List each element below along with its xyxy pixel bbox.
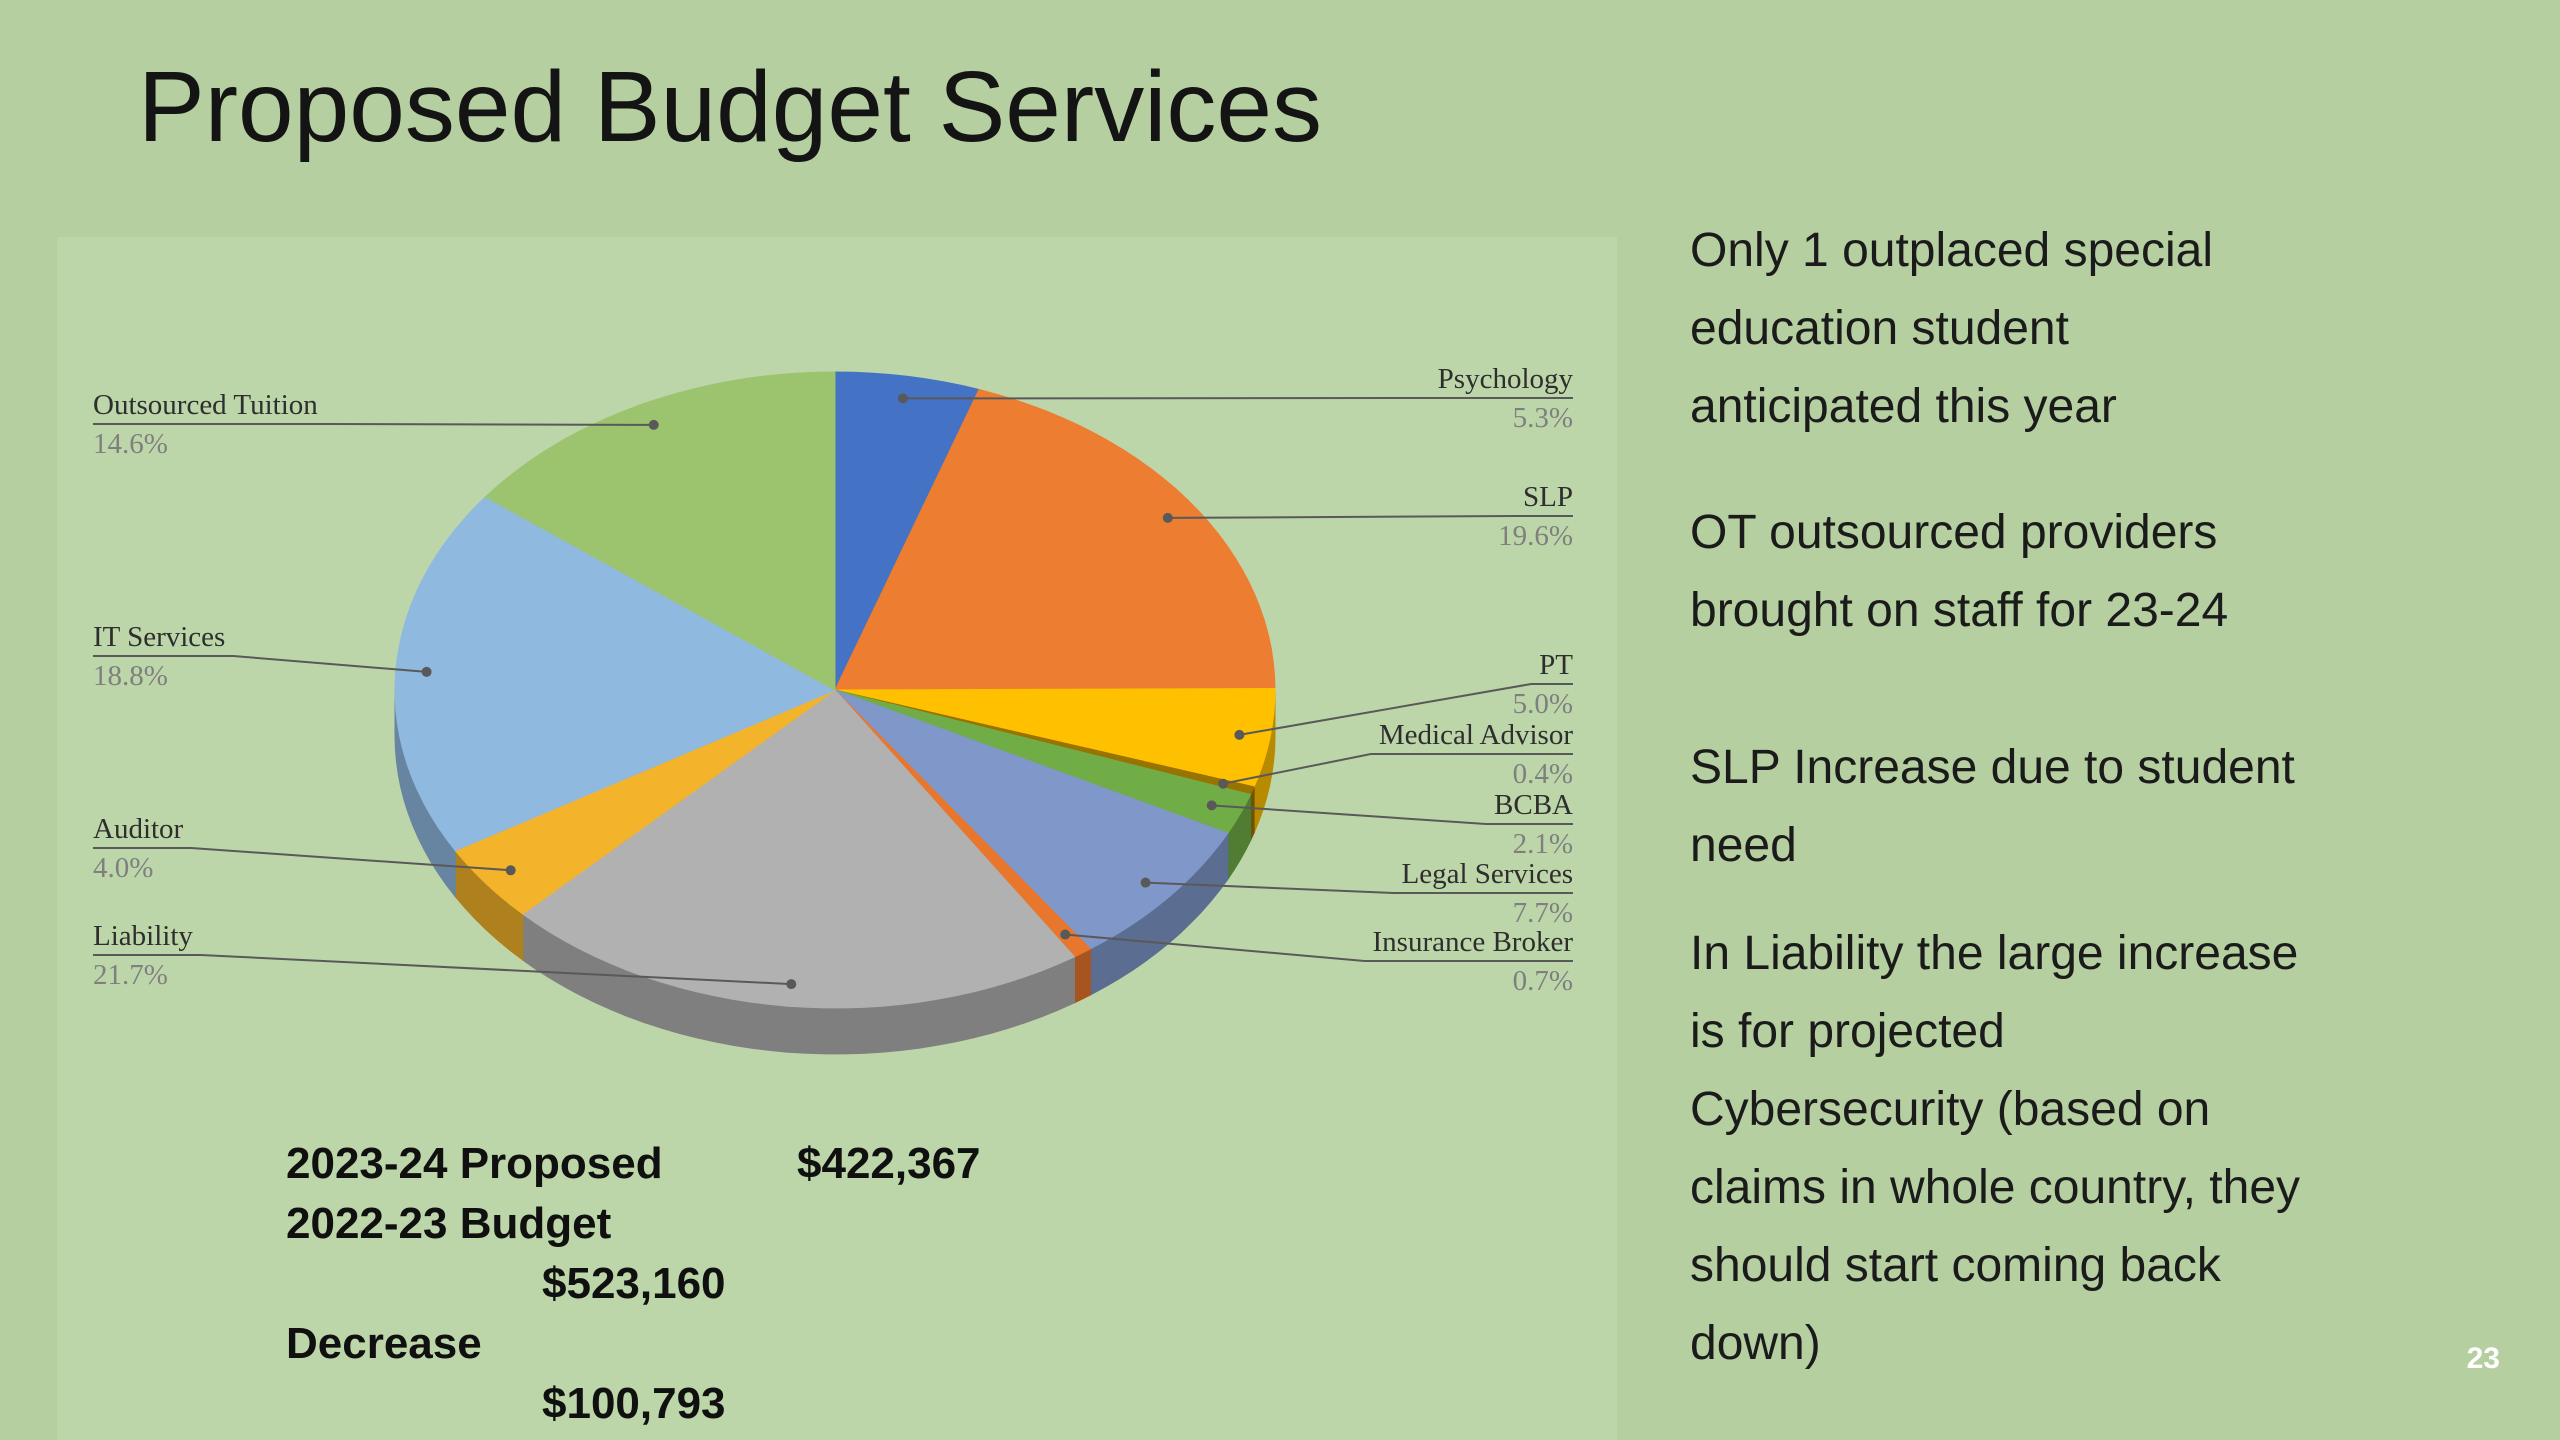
leader-dot-slp	[1162, 512, 1173, 523]
pie-slice-outsourced-tuition	[484, 371, 836, 691]
pie-slice-psychology	[834, 371, 980, 691]
note-line: is for projected	[1690, 1005, 2005, 1058]
budget-row-amount: $422,367	[797, 1139, 981, 1188]
leader-dot-medical-advisor	[1218, 778, 1229, 789]
pie-slice-it-services	[394, 496, 837, 852]
note-line: Only 1 outplaced special	[1690, 224, 2213, 277]
leader-line-insurance-broker	[1065, 933, 1573, 962]
leader-dot-legal-services	[1140, 877, 1151, 888]
notes-column: Only 1 outplaced special education studen…	[1690, 0, 2470, 1440]
leader-dot-psychology	[897, 393, 908, 404]
page-number: 23	[2466, 1342, 2500, 1375]
note-line: OT outsourced providers	[1690, 506, 2218, 559]
note-line: need	[1690, 819, 1797, 872]
note-line: In Liability the large increase	[1690, 927, 2299, 980]
leader-line-liability	[93, 954, 792, 986]
leader-dot-outsourced-tuition	[648, 419, 659, 430]
leader-line-legal-services	[1145, 881, 1573, 894]
leader-dot-it-services	[421, 666, 432, 677]
note-paragraph: SLP Increase due to student need	[1690, 729, 2470, 885]
note-paragraph: In Liability the large increase is for pr…	[1690, 915, 2470, 1383]
budget-row-amount: $523,160	[542, 1259, 726, 1308]
leader-line-auditor	[93, 847, 511, 872]
note-paragraph: Only 1 outplaced special education studen…	[1690, 212, 2470, 446]
pie-slice-auditor	[454, 689, 836, 915]
budget-row-label: 2023-24 Proposed	[286, 1139, 663, 1188]
leader-line-bcba	[1211, 804, 1573, 825]
leader-line-pt	[1239, 683, 1573, 736]
pie-slice-side-insurance-broker	[1074, 948, 1091, 1004]
note-line: anticipated this year	[1690, 380, 2117, 433]
leader-lines	[93, 393, 1573, 990]
pie-slice-side-medical-advisor	[1250, 786, 1255, 841]
pie-slice-pt	[834, 687, 1276, 788]
leader-line-medical-advisor	[1222, 753, 1573, 785]
pie-slice-liability	[521, 689, 1076, 1009]
leader-dot-bcba	[1206, 800, 1217, 811]
leader-dot-auditor	[505, 865, 516, 876]
leader-line-slp	[1167, 515, 1573, 519]
note-line: SLP Increase due to student	[1690, 741, 2295, 794]
note-line: Cybersecurity (based on	[1690, 1083, 2211, 1136]
pie-slice-slp	[834, 388, 1276, 691]
note-line: claims in whole country, they	[1690, 1161, 2301, 1214]
note-line: down)	[1690, 1317, 1821, 1370]
note-line: brought on staff for 23-24	[1690, 584, 2229, 637]
leader-dot-pt	[1234, 729, 1245, 740]
budget-row-label: Decrease	[286, 1319, 482, 1368]
slide-title: Proposed Budget Services	[138, 51, 1323, 163]
note-paragraph: OT outsourced providers brought on staff …	[1690, 494, 2470, 650]
leader-dot-liability	[786, 979, 797, 990]
leader-line-it-services	[93, 655, 427, 673]
budget-row-amount: $100,793	[542, 1379, 726, 1428]
note-line: should start coming back	[1690, 1239, 2221, 1292]
leader-dot-insurance-broker	[1060, 929, 1071, 940]
leader-line-outsourced-tuition	[93, 423, 654, 426]
budget-row-label: 2022-23 Budget	[286, 1199, 612, 1248]
note-line: education student	[1690, 302, 2069, 355]
